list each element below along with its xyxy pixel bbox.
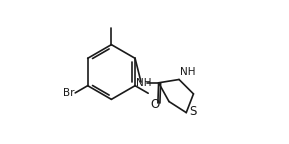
Text: S: S xyxy=(189,105,197,118)
Text: NH: NH xyxy=(136,78,152,88)
Text: O: O xyxy=(151,98,160,111)
Text: Br: Br xyxy=(63,88,75,98)
Text: NH: NH xyxy=(180,67,195,77)
